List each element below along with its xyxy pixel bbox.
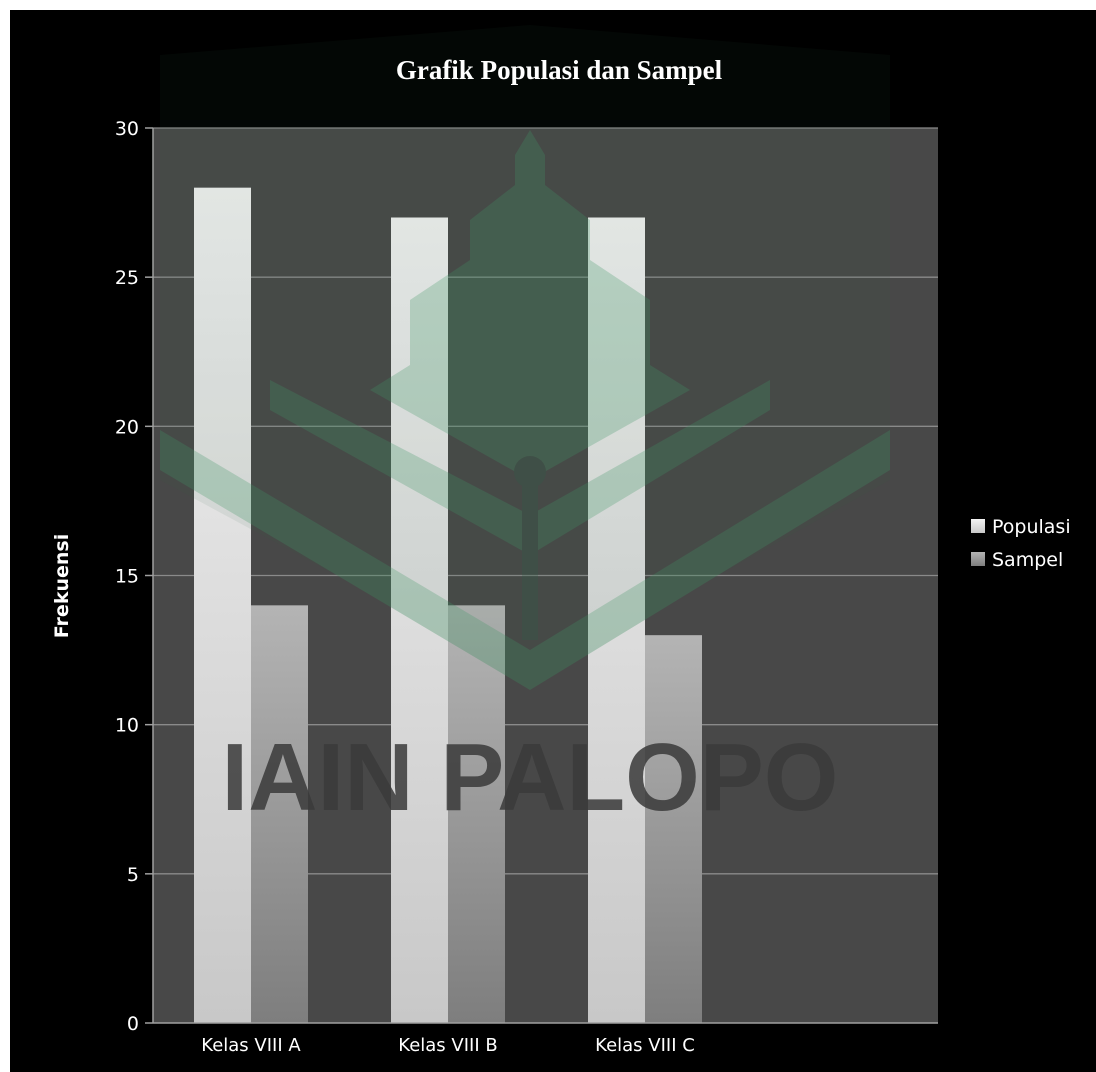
bar-populasi-2 [391,217,448,1023]
bar-populasi-3 [588,217,645,1023]
chart-title: Grafik Populasi dan Sampel [396,55,723,85]
bars [194,187,702,1023]
y-tick-label: 15 [115,566,139,588]
y-axis-label: Frekuensi [51,534,73,638]
y-tick-labels: 0 5 10 15 20 25 30 [115,118,153,1035]
bar-sampel-1 [251,605,308,1023]
legend-label-sampel: Sampel [992,549,1063,571]
x-tick-label: Kelas VIII A [201,1035,301,1056]
y-tick-label: 10 [115,715,139,737]
bar-sampel-3 [645,635,702,1023]
y-tick-label: 20 [115,416,139,438]
y-tick-label: 0 [127,1013,139,1035]
chart-frame: 0 5 10 15 20 25 30 IAIN PALOPO Kelas VIII A Kel… [10,10,1096,1072]
watermark-text: IAIN PALOPO [222,724,839,831]
legend-label-populasi: Populasi [992,516,1071,538]
legend-swatch-sampel [971,552,985,566]
legend-swatch-populasi [971,519,985,533]
bar-populasi-1 [194,187,251,1023]
legend: Populasi Sampel [971,516,1071,571]
iain-palopo-logo-icon [160,25,890,690]
y-tick-label: 5 [127,864,139,886]
x-tick-labels: Kelas VIII A Kelas VIII B Kelas VIII C [201,1035,695,1056]
x-tick-label: Kelas VIII B [398,1035,497,1056]
y-tick-label: 25 [115,267,139,289]
y-tick-label: 30 [115,118,139,140]
x-tick-label: Kelas VIII C [595,1035,695,1056]
bar-sampel-2 [448,605,505,1023]
